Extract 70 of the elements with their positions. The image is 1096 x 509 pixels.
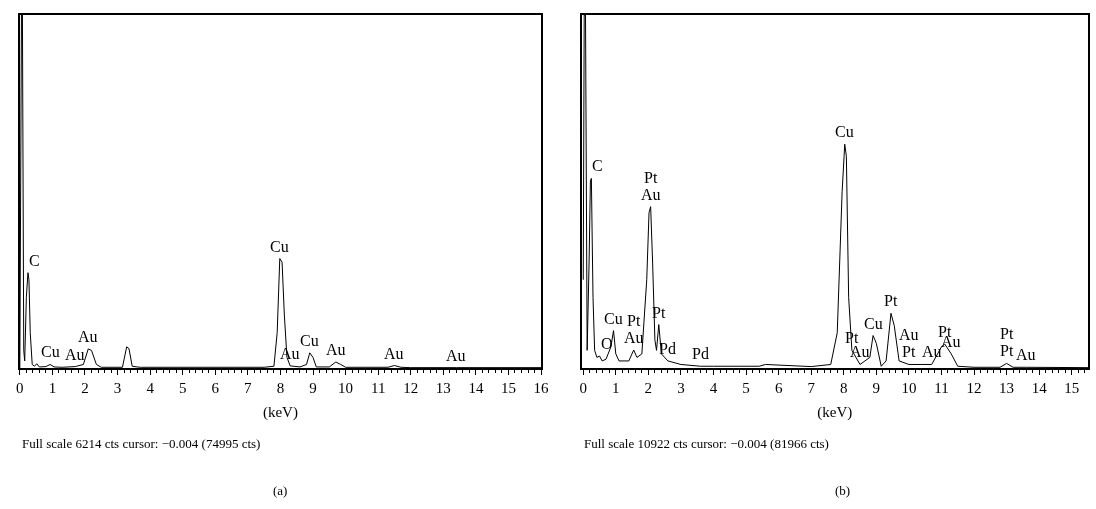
x-tick-label: 0: [579, 379, 587, 396]
x-tick-label: 4: [146, 379, 155, 396]
x-tick-label: 6: [774, 379, 783, 396]
annotation: Cu: [300, 332, 319, 349]
x-axis-title: (keV): [817, 404, 853, 422]
annotation: C: [592, 157, 603, 174]
annotation: Pt: [644, 169, 658, 186]
annotation: Pt: [902, 343, 916, 360]
x-tick-label: 8: [840, 379, 848, 396]
annotation: Au: [78, 328, 98, 345]
text: (a): [273, 483, 288, 498]
x-tick-label: 5: [742, 379, 750, 396]
x-tick-label: 10: [901, 379, 917, 396]
x-tick-label: 12: [966, 379, 982, 396]
annotation: O: [601, 335, 613, 352]
x-tick-label: 7: [807, 379, 816, 396]
annotation: Pt: [884, 292, 898, 309]
x-tick-label: 4: [709, 379, 718, 396]
annotation: Pt: [1000, 342, 1014, 359]
text: (b): [835, 483, 851, 498]
x-tick-label: 1: [48, 379, 57, 396]
x-tick-label: 14: [1031, 379, 1048, 396]
annotation: Pt: [845, 329, 859, 346]
x-tick-label: 14: [468, 379, 484, 396]
annotation: Au: [899, 326, 919, 343]
x-axis-title: (keV): [262, 404, 298, 422]
annotation: Cu: [604, 310, 623, 327]
annotation: Au: [326, 341, 346, 358]
annotation: Cu: [41, 343, 60, 360]
annotation: Cu: [835, 123, 854, 140]
x-tick-label: 15: [500, 379, 516, 396]
x-tick-label: 0: [16, 379, 24, 396]
x-tick-label: 3: [113, 379, 122, 396]
x-tick-label: 6: [211, 379, 220, 396]
x-tick-label: 11: [934, 379, 949, 396]
annotation: Cu: [270, 238, 289, 255]
annotation: Au: [280, 345, 300, 362]
x-tick-label: 7: [244, 379, 253, 396]
x-tick-label: 8: [276, 379, 285, 396]
x-tick-label: 2: [644, 379, 653, 396]
annotation: Pt: [1000, 325, 1014, 342]
annotation: Pd: [659, 340, 676, 357]
x-tick-label: 12: [403, 379, 419, 396]
x-tick-label: 15: [1064, 379, 1080, 396]
x-tick-label: 2: [81, 379, 89, 396]
annotation: Cu: [864, 315, 883, 332]
annotation: C: [29, 252, 40, 269]
annotation: Au: [384, 345, 404, 362]
x-tick-label: 3: [677, 379, 685, 396]
annotation: Pt: [652, 304, 666, 321]
x-tick-label: 11: [370, 379, 386, 396]
text: Full scale 6214 cts cursor: −0.004 (74995 cts): [22, 436, 261, 451]
x-tick-label: 13: [435, 379, 451, 396]
x-tick-label: 5: [178, 379, 187, 396]
annotation: Au: [1016, 346, 1036, 363]
x-tick-label: 9: [309, 379, 317, 396]
annotation: Au: [624, 329, 644, 346]
annotation: Au: [65, 346, 85, 363]
annotation: Au: [446, 347, 466, 364]
annotation: Au: [850, 343, 870, 360]
x-tick-label: 1: [612, 379, 620, 396]
annotation: Pt: [627, 312, 641, 329]
x-tick-label: 16: [533, 379, 550, 396]
x-tick-label: 9: [872, 379, 881, 396]
x-tick-label: 10: [338, 379, 354, 396]
annotation: Au: [641, 186, 661, 203]
text: Full scale 10922 cts cursor: −0.004 (81966 cts): [584, 436, 829, 451]
x-tick-label: 13: [999, 379, 1015, 396]
annotation: Au: [922, 343, 942, 360]
annotation: Pd: [692, 345, 709, 362]
